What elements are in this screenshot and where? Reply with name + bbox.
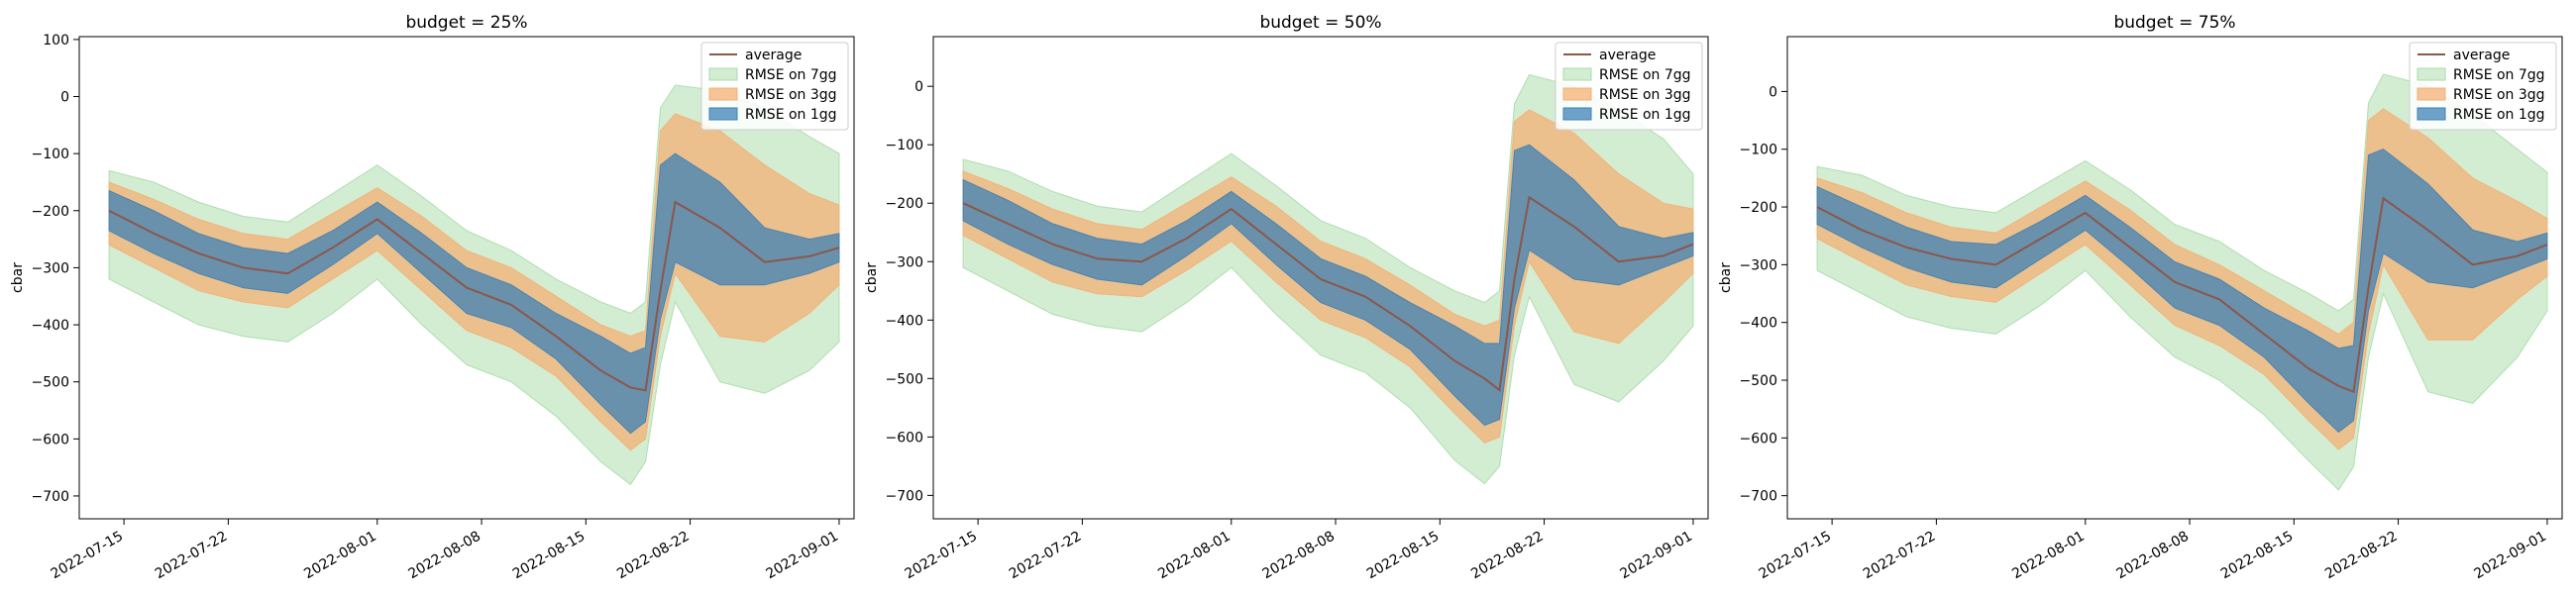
legend-box (2409, 42, 2557, 131)
chart-title: budget = 50% (1259, 13, 1381, 33)
y-tick-label: 0 (914, 79, 923, 95)
series-line-average (962, 195, 1694, 392)
legend: average RMSE on 7gg RMSE on 3gg RMSE on 1gg (1555, 42, 1703, 131)
legend-entry: average (745, 48, 802, 63)
y-tick-label: −500 (1740, 373, 1777, 389)
y-tick-label: −500 (32, 375, 69, 391)
legend-box (700, 42, 849, 131)
axes-frame (1786, 36, 2563, 520)
y-tick-label: −200 (886, 196, 923, 212)
y-tick-label: 0 (1769, 84, 1777, 100)
y-tick-label: −200 (1740, 200, 1777, 216)
y-tick-label: −100 (1740, 143, 1777, 158)
band-1gg (962, 144, 1694, 427)
y-tick-label: −400 (886, 313, 923, 329)
legend-swatch (2416, 87, 2446, 101)
y-tick-label: −600 (32, 432, 69, 448)
plot-area (962, 73, 1694, 485)
y-tick-label: −500 (886, 371, 923, 387)
axes-frame (932, 36, 1709, 520)
legend-entry: RMSE on 3gg (2453, 87, 2545, 103)
y-tick-label: −700 (1740, 489, 1777, 505)
legend-entry: average (1599, 48, 1656, 63)
y-tick-label: 0 (60, 90, 69, 106)
y-tick-label: −700 (32, 489, 69, 505)
y-tick-label: −400 (1740, 316, 1777, 332)
legend-entry: RMSE on 1gg (2453, 107, 2545, 123)
chart-title: budget = 25% (405, 13, 527, 33)
legend-entry: RMSE on 3gg (1599, 87, 1691, 103)
legend-box (1555, 42, 1703, 131)
chart-title: budget = 75% (2113, 13, 2235, 33)
legend: average RMSE on 7gg RMSE on 3gg RMSE on 1gg (2409, 42, 2557, 131)
legend-swatch (1562, 107, 1592, 121)
y-tick-label: −100 (32, 147, 69, 162)
legend-swatch (708, 87, 738, 101)
y-axis-label: cbar (10, 262, 26, 293)
y-tick-label: −200 (32, 204, 69, 220)
plot-area (108, 84, 840, 486)
axes-frame (78, 36, 855, 520)
y-tick-label: −300 (1740, 257, 1777, 273)
y-tick-label: 100 (43, 33, 69, 49)
legend-swatch (2416, 107, 2446, 121)
legend-entry: RMSE on 1gg (1599, 107, 1691, 123)
legend-swatch (2416, 67, 2446, 81)
legend-entry: RMSE on 7gg (745, 67, 837, 83)
y-tick-label: −600 (1740, 431, 1777, 447)
legend-swatch (1562, 67, 1592, 81)
y-tick-label: −700 (886, 488, 923, 504)
y-tick-label: −300 (886, 254, 923, 270)
plot-area (1816, 73, 2548, 491)
legend: average RMSE on 7gg RMSE on 3gg RMSE on 1gg (700, 42, 849, 131)
y-tick-label: −100 (886, 138, 923, 153)
y-axis-label: cbar (1718, 262, 1734, 293)
legend-swatch (708, 67, 738, 81)
y-axis-label: cbar (864, 262, 880, 293)
legend-swatch (1562, 87, 1592, 101)
y-tick-label: −300 (32, 260, 69, 276)
legend-entry: RMSE on 3gg (745, 87, 837, 103)
series-line-average (108, 200, 840, 392)
band-1gg (108, 152, 840, 435)
legend-swatch (708, 107, 738, 121)
legend-entry: RMSE on 7gg (1599, 67, 1691, 83)
legend-entry: RMSE on 7gg (2453, 67, 2545, 83)
legend-entry: average (2453, 48, 2510, 63)
legend-entry: RMSE on 1gg (745, 107, 837, 123)
y-tick-label: −600 (886, 430, 923, 446)
y-tick-label: −400 (32, 318, 69, 334)
band-1gg (1816, 149, 2548, 434)
series-line-average (1816, 196, 2548, 394)
